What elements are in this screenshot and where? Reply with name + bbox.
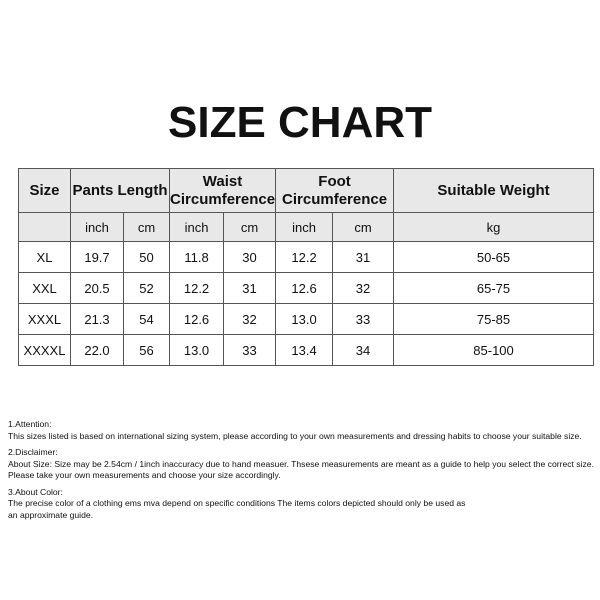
- header-waist-l1: Waist: [202, 172, 243, 190]
- unit-cell: inch: [169, 212, 225, 242]
- page-title: SIZE CHART: [168, 98, 432, 147]
- table-cell: 13.0: [169, 334, 225, 366]
- table-cell: 12.6: [169, 303, 225, 335]
- units-row: inch cm inch cm inch cm kg: [18, 212, 594, 242]
- table-cell: 75-85: [393, 303, 594, 335]
- header-size: Size: [18, 168, 71, 213]
- table-cell: XXXL: [18, 303, 71, 335]
- header-foot-l2: Circumference: [282, 190, 388, 208]
- table-cell: 19.7: [70, 241, 124, 273]
- table-cell: 12.6: [275, 272, 334, 304]
- unit-cell: inch: [70, 212, 124, 242]
- table-cell: 33: [223, 334, 277, 366]
- table-cell: 12.2: [169, 272, 225, 304]
- table-cell: 65-75: [393, 272, 594, 304]
- table-cell: 32: [332, 272, 395, 304]
- table-cell: XXXXL: [18, 334, 71, 366]
- table-row: XXXXL 22.0 56 13.0 33 13.4 34 85-100: [18, 334, 594, 366]
- note-text: Please take your own measurements and ch…: [8, 470, 281, 480]
- table-row: XXL 20.5 52 12.2 31 12.6 32 65-75: [18, 272, 594, 304]
- table-cell: 20.5: [70, 272, 124, 304]
- header-row: Size Pants Length Waist Circumference Foo…: [18, 168, 594, 213]
- table-cell: XXL: [18, 272, 71, 304]
- table-cell: 52: [122, 272, 171, 304]
- table-cell: 50-65: [393, 241, 594, 273]
- header-pants-length: Pants Length: [69, 168, 171, 213]
- note-heading: 2.Disclaimer:: [8, 447, 58, 457]
- table-cell: 32: [223, 303, 277, 335]
- table-cell: 21.3: [70, 303, 124, 335]
- table-cell: 11.8: [169, 241, 225, 273]
- header-foot: Foot Circumference: [275, 168, 395, 213]
- table-cell: 30: [223, 241, 277, 273]
- table-cell: 31: [332, 241, 395, 273]
- table-cell: 54: [122, 303, 171, 335]
- header-waist-l2: Circumference: [170, 190, 276, 208]
- table-cell: 13.0: [275, 303, 334, 335]
- table-cell: XL: [18, 241, 71, 273]
- table-row: XL 19.7 50 11.8 30 12.2 31 50-65: [18, 241, 594, 273]
- table-cell: 50: [122, 241, 171, 273]
- size-table: Size Pants Length Waist Circumference Foo…: [18, 168, 594, 366]
- table-cell: 56: [122, 334, 171, 366]
- unit-cell: kg: [393, 212, 594, 242]
- note-text: About Size: Size may be 2.54cm / 1inch i…: [8, 458, 594, 469]
- table-cell: 85-100: [393, 334, 594, 366]
- table-cell: 31: [223, 272, 277, 304]
- notes: 1.Attention: This sizes listed is based o…: [8, 419, 598, 526]
- note-heading: 1.Attention:: [8, 419, 52, 429]
- table-cell: 34: [332, 334, 395, 366]
- note-section: 1.Attention: This sizes listed is based o…: [8, 419, 598, 442]
- table-cell: 13.4: [275, 334, 334, 366]
- note-section: 2.Disclaimer: About Size: Size may be 2.5…: [8, 447, 598, 482]
- note-text: an approximate guide.: [8, 509, 94, 520]
- table-cell: 22.0: [70, 334, 124, 366]
- unit-cell: inch: [275, 212, 334, 242]
- unit-cell: cm: [332, 212, 395, 242]
- unit-cell: [18, 212, 71, 242]
- unit-cell: cm: [122, 212, 171, 242]
- note-heading: 3.About Color:: [8, 486, 63, 497]
- table-cell: 12.2: [275, 241, 334, 273]
- header-foot-l1: Foot: [318, 172, 351, 190]
- note-section: 3.About Color: The precise color of a clo…: [8, 487, 598, 522]
- note-text: This sizes listed is based on internatio…: [8, 430, 582, 441]
- table-row: XXXL 21.3 54 12.6 32 13.0 33 75-85: [18, 303, 594, 335]
- header-waist: Waist Circumference: [169, 168, 277, 213]
- header-weight: Suitable Weight: [393, 168, 594, 213]
- table-cell: 33: [332, 303, 395, 335]
- note-text: The precise color of a clothing ems mva …: [8, 498, 466, 508]
- unit-cell: cm: [223, 212, 277, 242]
